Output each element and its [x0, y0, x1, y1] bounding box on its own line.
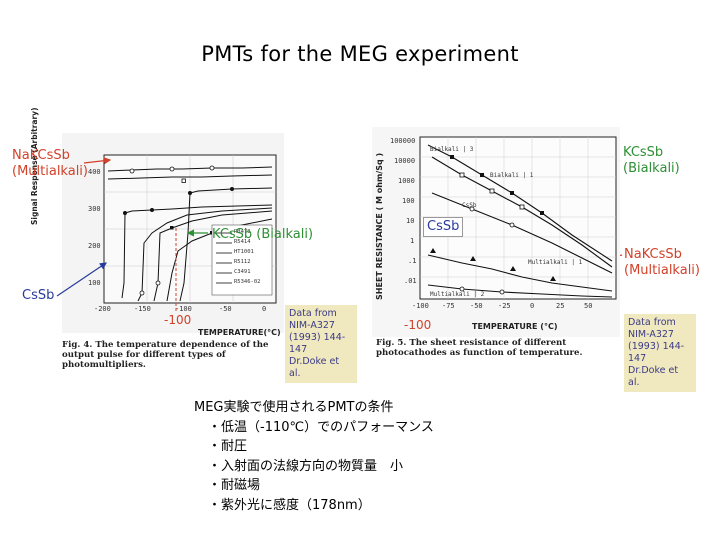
slide-title: PMTs for the MEG experiment [201, 42, 519, 66]
left-ytick-100: 100 [88, 279, 101, 287]
left-xlabel: TEMPERATURE(°C) [198, 328, 281, 337]
left-ytick-400: 400 [88, 168, 101, 176]
right-note-line-1: Data from [628, 317, 676, 328]
left-nakcssb-name: NaKCsSb [12, 148, 70, 163]
right-ytick-8: .01 [404, 277, 417, 285]
right-note-line-2: NIM-A327 [628, 329, 674, 340]
condition-item: ・耐圧 [208, 439, 248, 454]
right-xtick-3: -50 [470, 302, 483, 310]
left-scanned-plot [62, 133, 284, 333]
pmt-conditions-list: MEG実験で使用されるPMTの条件 ・低温（-110℃）でのパフォーマンス ・耐… [194, 398, 434, 515]
right-kcssb-type: (Bialkali) [623, 161, 680, 176]
left-legend-1: R3478 [234, 229, 251, 235]
right-xlabel: TEMPERATURE (°C) [472, 322, 558, 331]
right-curve-label-3: CsSb [462, 202, 477, 209]
left-kcssb-label: KCsSb (Bialkali) [212, 227, 314, 242]
right-nakcssb-name: NaKCsSb [624, 247, 682, 262]
right-ytick-1: 100000 [390, 137, 416, 145]
left-nakcssb-type: (Multialkali) [12, 164, 88, 179]
left-note-line-3: (1993) 144-147 [289, 332, 346, 355]
right-ytick-4: 100 [402, 197, 415, 205]
condition-item: ・入射面の法線方向の物質量 小 [208, 458, 404, 474]
right-note-line-4: Dr.Doke et al. [628, 365, 679, 388]
right-minus100-marker: -100 [404, 318, 432, 332]
right-nakcssb-type: (Multialkali) [624, 263, 700, 278]
left-legend-6: R5346-02 [234, 279, 261, 285]
left-xtick-3: -100 [175, 305, 192, 313]
left-legend-5: C3491 [234, 269, 251, 275]
left-legend-3: HT1001 [234, 249, 254, 255]
left-xtick-5: 0 [262, 305, 267, 313]
conditions-heading: MEG実験で使用されるPMTの条件 [194, 400, 394, 415]
left-note-line-4: Dr.Doke et al. [289, 356, 340, 379]
condition-item: ・低温（-110℃）でのパフォーマンス [208, 419, 434, 435]
right-ytick-7: .1 [408, 257, 417, 265]
right-curve-label-2: Bialkali | 1 [490, 172, 534, 179]
right-curve-label-4: Multialkali | 1 [528, 259, 583, 266]
right-curve-label-5: Multialkali | 2 [430, 291, 485, 298]
right-ytick-3: 1000 [398, 177, 415, 185]
left-xtick-2: -150 [134, 305, 151, 313]
right-data-source-note: Data from NIM-A327 (1993) 144-147 Dr.Dok… [624, 314, 696, 392]
right-ytick-2: 10000 [394, 157, 416, 165]
right-figure-caption: Fig. 5. The sheet resistance of differen… [376, 338, 583, 358]
left-minus100-marker: -100 [164, 313, 192, 327]
left-ytick-200: 200 [88, 242, 101, 250]
right-cssb-label: CsSb [423, 217, 464, 237]
left-note-line-2: NIM-A327 [289, 320, 335, 331]
right-xtick-5: 0 [530, 302, 535, 310]
left-data-source-note: Data from NIM-A327 (1993) 144-147 Dr.Dok… [285, 305, 357, 383]
left-cssb-label: CsSb [22, 288, 55, 303]
left-note-line-1: Data from [289, 308, 337, 319]
left-legend-4: R5112 [234, 259, 251, 265]
right-curve-label-1: Bialkali | 3 [430, 146, 474, 153]
right-xtick-2: -75 [442, 302, 455, 310]
right-kcssb-name: KCsSb [623, 145, 664, 160]
left-xtick-4: -50 [219, 305, 232, 313]
condition-item: ・紫外光に感度（178nm） [208, 497, 371, 513]
right-ytick-5: 10 [406, 217, 415, 225]
left-legend-2: R5414 [234, 239, 251, 245]
right-xtick-1: -100 [412, 302, 429, 310]
left-ytick-300: 300 [88, 205, 101, 213]
left-nakcssb-label: NaKCsSb (Multialkali) [12, 148, 88, 180]
condition-item: ・耐磁場 [208, 478, 261, 493]
right-xtick-6: 25 [556, 302, 565, 310]
right-xtick-4: -25 [498, 302, 511, 310]
right-ytick-6: 1 [410, 237, 415, 245]
right-note-line-3: (1993) 144-147 [628, 341, 685, 364]
left-figure-caption: Fig. 4. The temperature dependence of th… [62, 340, 269, 370]
left-xtick-1: -200 [94, 305, 111, 313]
right-ylabel: SHEET RESISTANCE ( M ohm/Sq ) [375, 152, 384, 300]
right-nakcssb-label: NaKCsSb (Multialkali) [624, 247, 700, 279]
right-kcssb-label: KCsSb (Bialkali) [623, 145, 680, 177]
right-xtick-7: 50 [584, 302, 593, 310]
